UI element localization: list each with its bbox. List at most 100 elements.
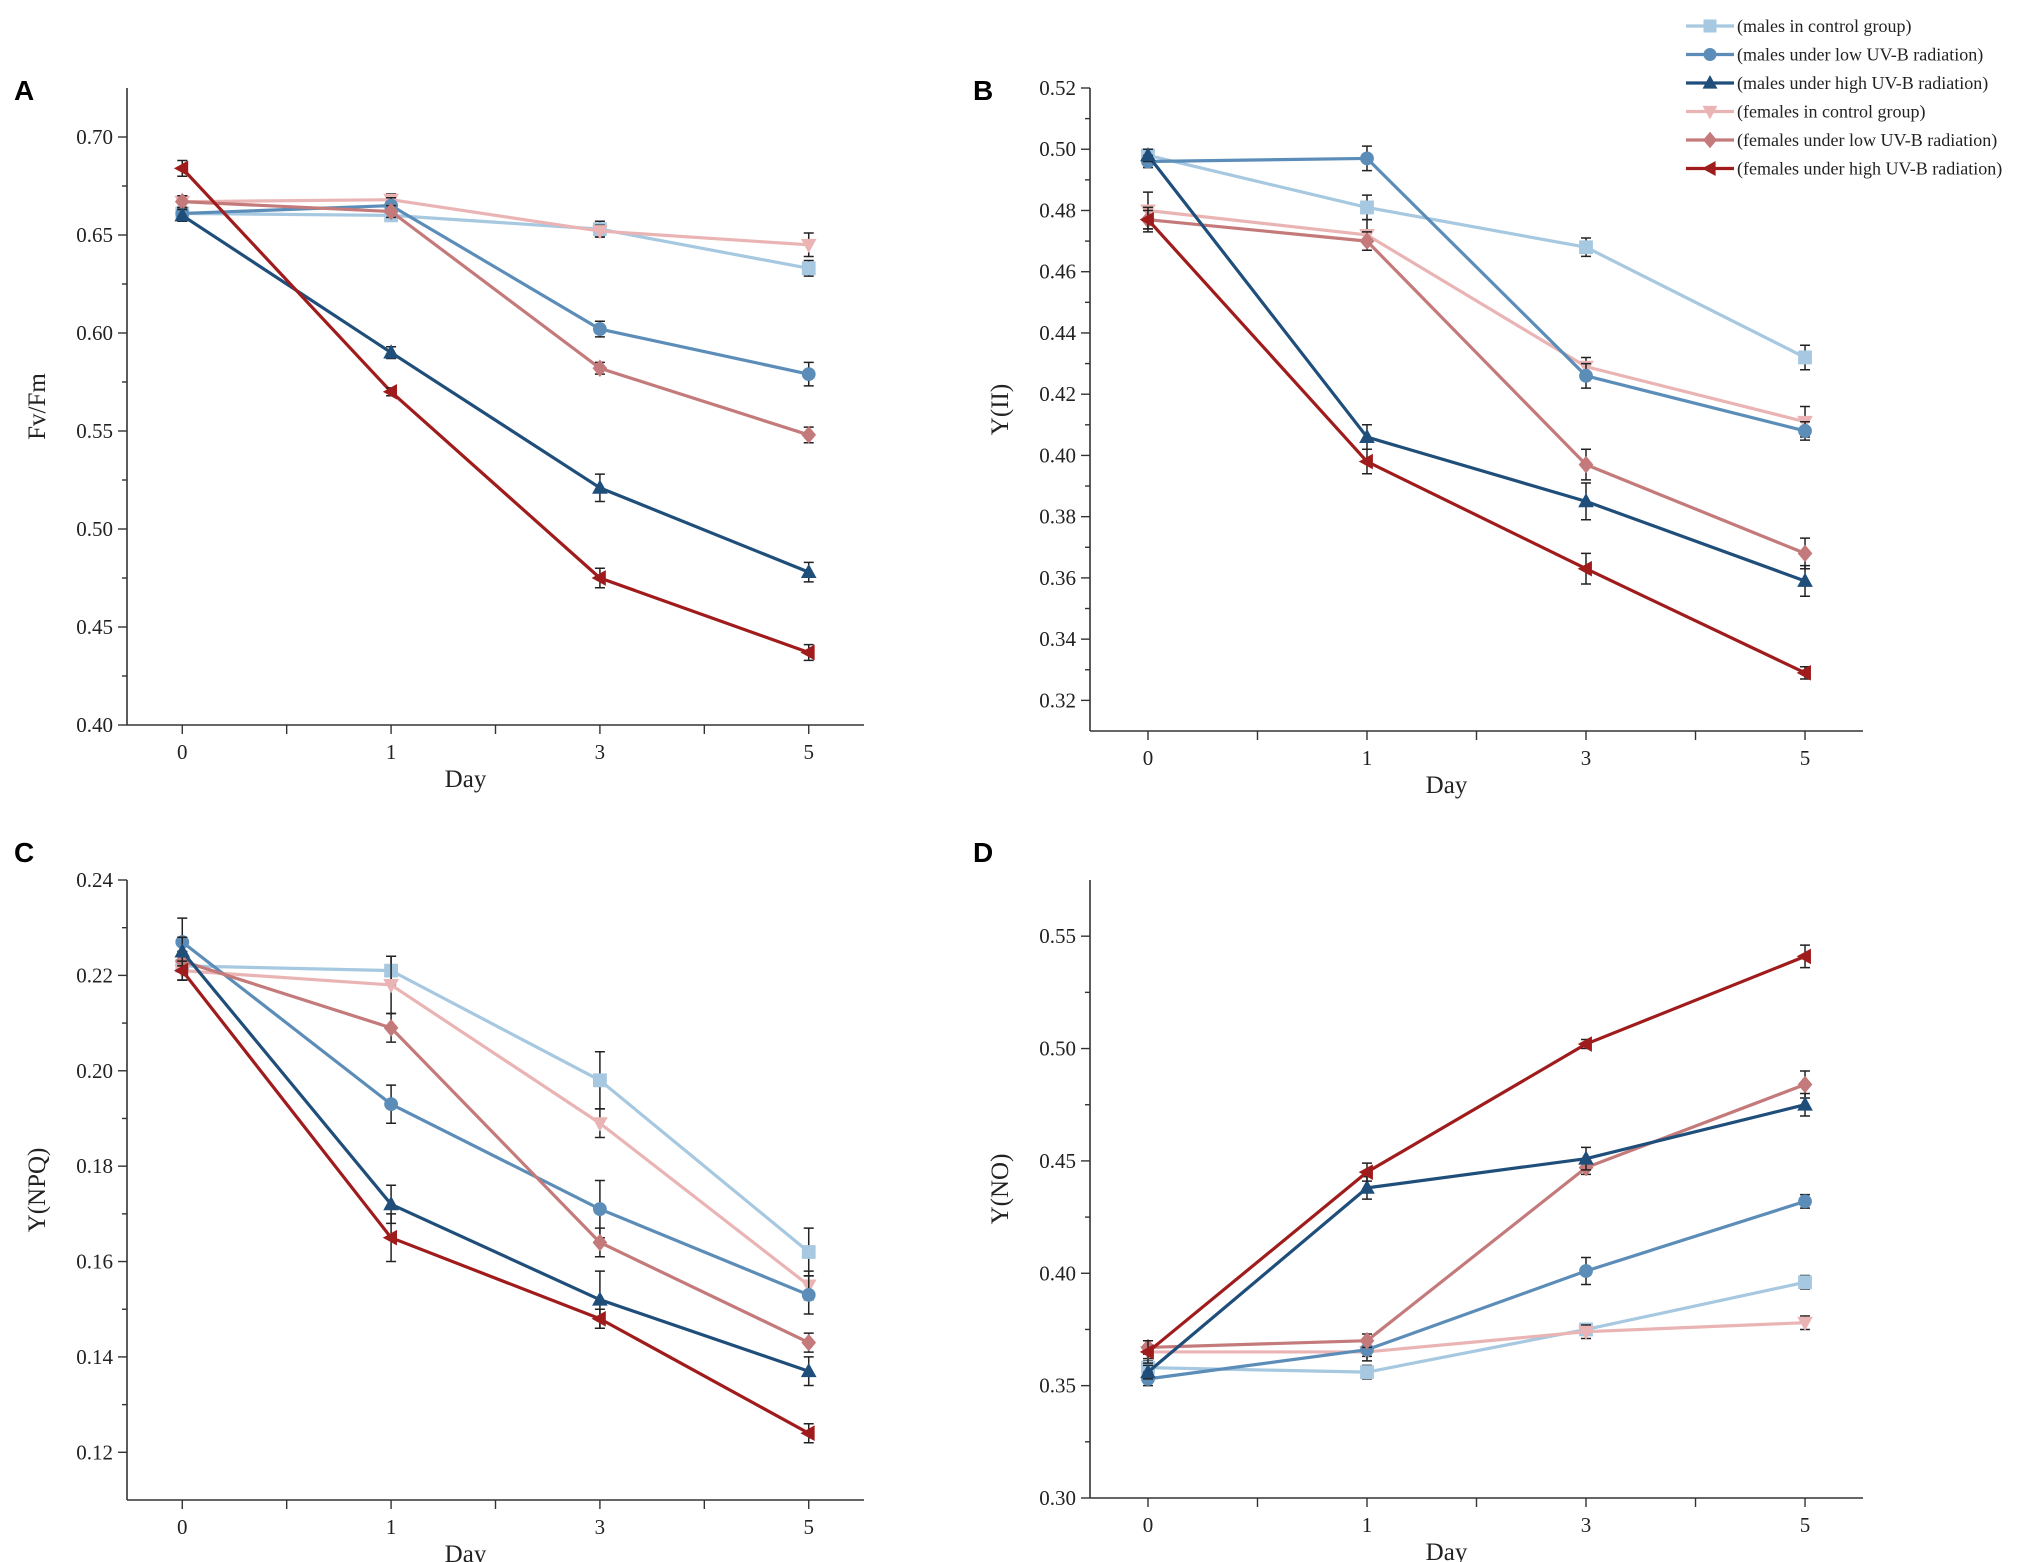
data-point [801,426,817,444]
data-point [1797,1075,1813,1094]
data-point [383,1195,399,1211]
series-line [1147,208,1806,424]
x-tick-label: 3 [1581,1513,1592,1537]
series-5 [1140,1070,1813,1357]
panel-a: A 0.40 0.45 0.50 0.55 0.60 0.65 0.70 0 1 3 5 Day Fv/F… [14,75,864,793]
series-4 [174,193,817,258]
series-line [182,211,810,270]
panel-b: B 0.32 0.34 0.36 0.38 0.40 0.42 0.44 0.46 0.48 0.5… [973,75,1863,799]
y-tick-label: 0.55 [1039,924,1076,948]
data-point [1798,1275,1812,1290]
series-line [1146,954,1806,1354]
data-point [800,563,817,579]
data-point [1579,368,1593,383]
series-line [1147,153,1806,359]
data-point [384,1097,398,1112]
series-2 [1141,1193,1812,1387]
series-line [182,969,810,1287]
legend-label: (females in control group) [1737,102,1925,123]
series-line [181,214,810,574]
x-tick-label: 3 [595,740,606,764]
data-point [592,1233,608,1252]
y-axis-title: Y(II) [987,384,1014,435]
series-4 [1140,1315,1813,1361]
series-line [182,964,810,1254]
data-point [801,1333,817,1352]
y-tick-label: 0.45 [1039,1149,1076,1173]
data-point [1358,1164,1373,1180]
data-point [593,1073,607,1088]
y-tick-label: 0.50 [1039,1037,1076,1061]
data-point [382,383,398,400]
series-line [1147,1321,1806,1354]
data-point [1797,544,1813,563]
data-point [1797,1096,1813,1111]
data-point [800,1362,817,1378]
legend-swatch-marker [1703,48,1717,61]
data-point [173,160,189,177]
data-point [383,978,399,994]
data-point [593,1202,607,1216]
y-tick-label: 0.22 [76,963,113,987]
series-3 [1140,147,1813,598]
panel-d: D 0.30 0.35 0.40 0.45 0.50 0.55 0 1 3 5 Day Y(NO) [973,837,1863,1562]
series-1 [175,950,816,1277]
y-tick-label: 0.12 [76,1440,113,1464]
y-tick-label: 0.20 [76,1059,113,1083]
y-axis-title: Y(NPQ) [24,1148,51,1233]
y-tick-label: 0.65 [76,223,113,247]
data-point [1578,1150,1594,1165]
series-4 [174,955,817,1301]
y-tick-label: 0.48 [1039,198,1076,222]
data-point [1140,1363,1156,1379]
data-point [383,202,399,221]
x-tick-label: 0 [177,1515,188,1539]
y-tick-label: 0.35 [1039,1374,1076,1398]
y-tick-label: 0.40 [1039,443,1076,467]
data-point [1797,572,1813,587]
data-point [592,359,608,378]
legend-swatch-marker [1702,105,1718,120]
panel-letter: C [14,837,34,868]
legend-label: (males under high UV-B radiation) [1737,73,1988,94]
data-point [1798,350,1812,365]
legend-item: (males under low UV-B radiation) [1686,45,1983,66]
legend-swatch-marker [1702,75,1718,89]
data-point [1359,1179,1375,1194]
data-point [801,367,816,382]
y-tick-label: 0.40 [1039,1261,1076,1285]
series-6 [173,159,815,662]
data-point [1578,1325,1594,1341]
data-point [800,644,815,661]
data-point [1139,211,1154,228]
data-point [1578,493,1594,508]
x-tick-label: 0 [1143,746,1154,770]
data-point [1579,1264,1593,1278]
y-tick-label: 0.45 [76,615,113,639]
series-5 [174,192,817,444]
series-line [181,940,810,1297]
y-tick-label: 0.70 [76,125,113,149]
data-point [173,962,189,979]
data-point [801,1245,816,1259]
y-tick-label: 0.16 [76,1250,113,1274]
x-tick-label: 0 [177,740,188,764]
panel-letter: A [14,75,34,106]
data-point [1139,1344,1154,1360]
x-tick-label: 5 [1800,1513,1811,1537]
y-tick-label: 0.50 [1039,137,1076,161]
data-point [1578,455,1594,474]
data-point [801,1288,816,1302]
data-point [383,1019,399,1037]
y-tick-label: 0.52 [1039,76,1076,100]
data-point [174,943,191,958]
data-point [593,322,607,336]
legend-label: (males under low UV-B radiation) [1737,45,1983,66]
data-point [1577,560,1592,577]
legend-label: (males in control group) [1737,16,1911,37]
data-point [1579,240,1593,255]
series-line [1147,1199,1806,1381]
data-point [592,1291,608,1306]
y-tick-label: 0.38 [1039,505,1076,529]
